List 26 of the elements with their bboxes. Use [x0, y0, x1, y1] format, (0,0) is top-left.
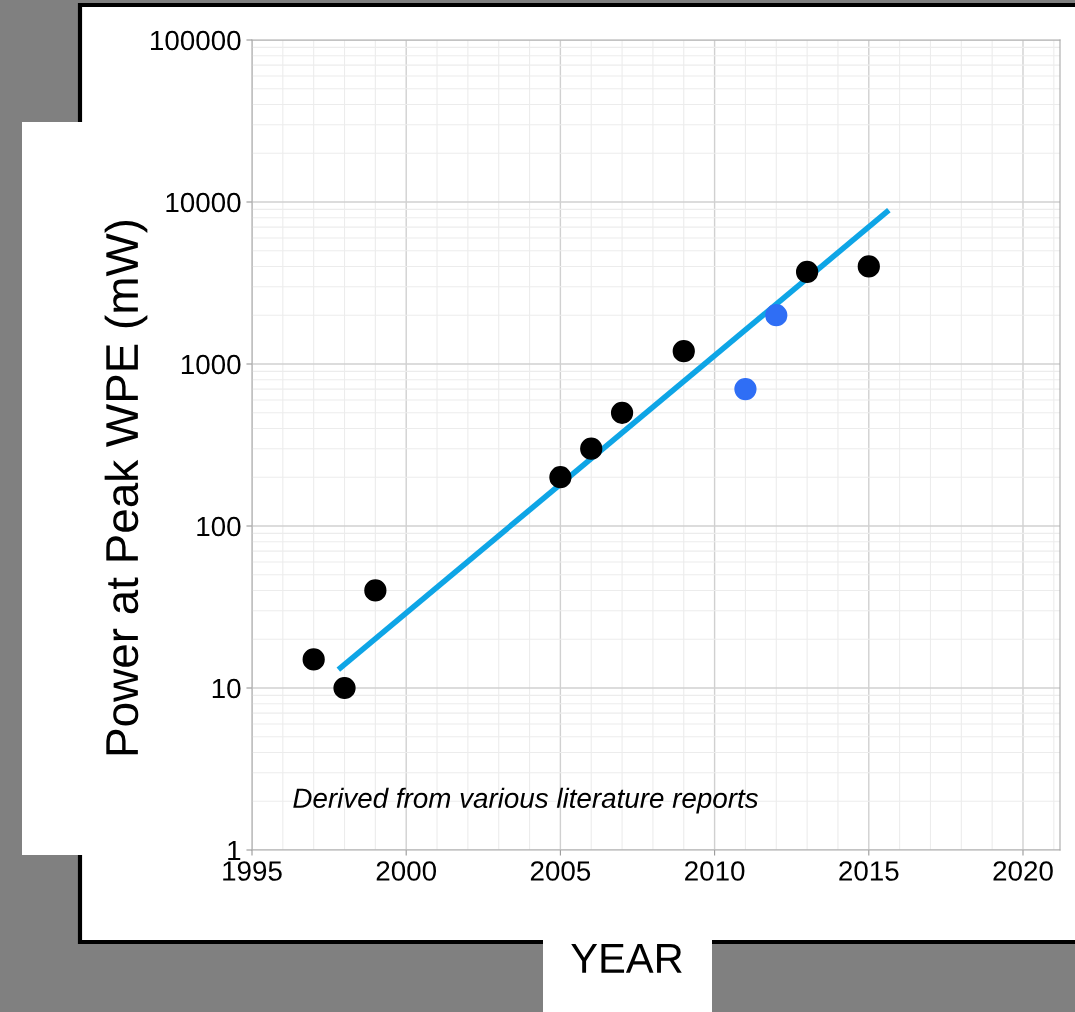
- y-tick-label: 1000: [181, 354, 241, 375]
- point: [734, 377, 757, 401]
- x-axis-title: YEAR: [571, 944, 682, 973]
- point: [333, 676, 356, 700]
- x-tick-label: 2020: [993, 861, 1053, 881]
- x-tick-label: 1995: [223, 861, 282, 881]
- point: [364, 579, 387, 602]
- point: [765, 304, 788, 327]
- y-axis-title: Power at Peak WPE (mW): [104, 220, 148, 755]
- x-tick-label: 2000: [376, 861, 437, 881]
- x-tick-label: 2010: [685, 861, 745, 881]
- annotation: Derived from various literature reports: [293, 787, 759, 814]
- point: [302, 648, 325, 671]
- point: [549, 466, 572, 489]
- y-tick-label: 10000: [166, 192, 241, 213]
- y-tick-label: 1: [228, 840, 241, 861]
- y-tick-label: 100: [197, 516, 241, 537]
- point: [672, 340, 695, 363]
- y-tick-label: 100000: [151, 30, 241, 51]
- point: [796, 260, 819, 284]
- point: [857, 255, 880, 278]
- x-tick-label: 2005: [530, 861, 591, 881]
- point: [580, 437, 603, 460]
- y-tick-label: 10: [212, 678, 241, 699]
- point: [610, 401, 634, 424]
- x-tick-label: 2015: [839, 861, 899, 881]
